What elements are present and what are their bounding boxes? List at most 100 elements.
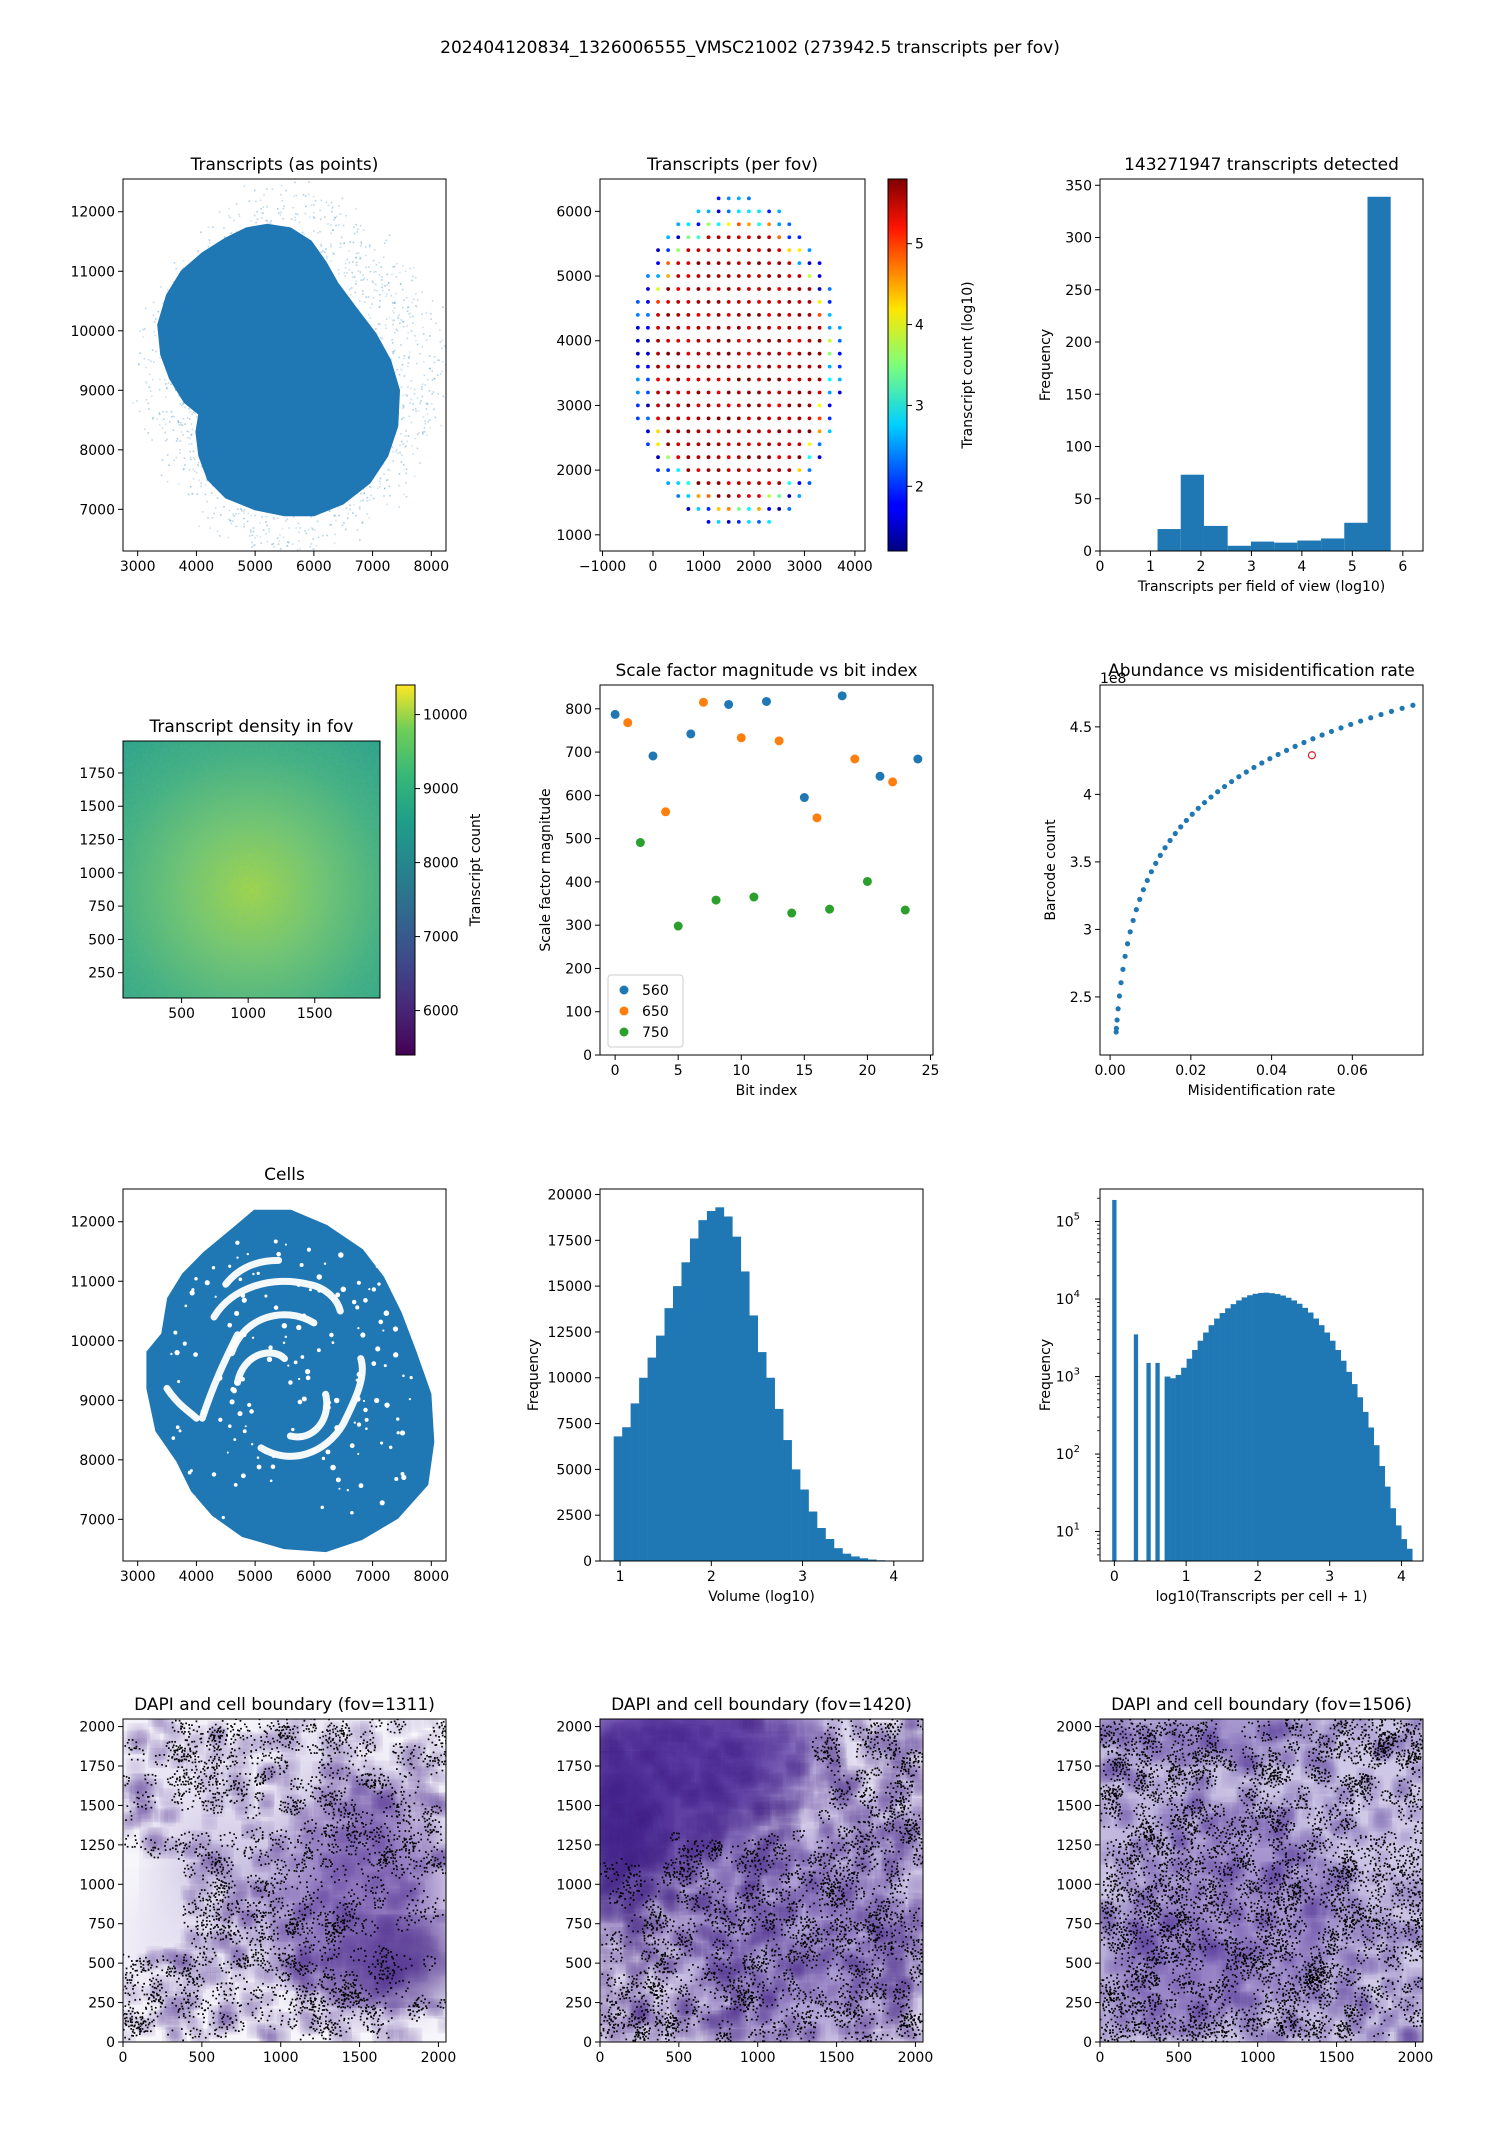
dapi-1311-cell-boundary-point xyxy=(414,1888,416,1890)
dapi-1311-cell-boundary-point xyxy=(180,1747,182,1749)
dapi-1311-cell-boundary-point xyxy=(159,1996,162,1998)
transcript-sparse-point xyxy=(389,494,391,497)
transcript-sparse-point xyxy=(148,408,150,410)
transcript-sparse-point xyxy=(294,219,297,221)
dapi-1311-cell-boundary-point xyxy=(410,1752,412,1755)
dapi-1311-cell-boundary-point xyxy=(292,1785,295,1788)
transcript-sparse-point xyxy=(190,434,193,436)
dapi-1311-nucleus xyxy=(370,2016,382,2028)
transcript-sparse-point xyxy=(178,483,180,486)
fov-point xyxy=(807,274,812,278)
transcript-sparse-point xyxy=(333,542,336,545)
dapi-1311-cell-boundary-point xyxy=(383,1859,385,1861)
cells-hole xyxy=(272,1455,275,1459)
dapi-1311-cell-boundary-point xyxy=(188,1724,190,1726)
dapi-1311-cell-boundary-point xyxy=(287,1927,290,1930)
dapi-1311-cell-boundary-point xyxy=(306,1831,309,1833)
dapi-1311-cell-boundary-point xyxy=(377,2036,379,2039)
dapi-1311-cell-boundary-point xyxy=(243,1793,246,1796)
dapi-1311-cell-boundary-point xyxy=(352,1824,354,1827)
dapi-1311-nucleus xyxy=(423,1841,435,1853)
dapi-1311-cell-boundary-point xyxy=(285,1878,287,1880)
transcript-sparse-point xyxy=(178,395,180,397)
dapi-1311-cell-boundary-point xyxy=(293,1960,296,1963)
transcript-sparse-point xyxy=(182,434,184,436)
dapi-1311-cell-boundary-point xyxy=(258,1939,261,1942)
fov-point xyxy=(787,261,792,266)
dapi-1311-cell-boundary-point xyxy=(430,1956,433,1958)
transcripts-per-cell-ytick-label: 105 xyxy=(1056,1212,1080,1231)
dapi-1311-cell-boundary-point xyxy=(311,1927,313,1929)
fov-point xyxy=(777,416,782,421)
transcript-sparse-point xyxy=(211,492,213,494)
dapi-1311-cell-boundary-point xyxy=(188,1876,191,1878)
dapi-1311-cell-boundary-point xyxy=(188,1760,190,1762)
transcript-sparse-point xyxy=(253,189,256,192)
dapi-1311-cell-boundary-point xyxy=(280,1873,283,1875)
fov-point xyxy=(757,442,761,447)
dapi-1311-cell-boundary-point xyxy=(203,1889,206,1891)
fov-point xyxy=(767,312,771,317)
cells-gap xyxy=(286,1390,331,1441)
dapi-1311-nucleus xyxy=(165,1808,179,1822)
fov-point xyxy=(635,403,640,408)
dapi-1311-cell-boundary-point xyxy=(183,1769,185,1772)
dapi-1311-cell-boundary-point xyxy=(349,2006,351,2009)
dapi-1311-cell-boundary-point xyxy=(214,1881,217,1884)
fov-point xyxy=(716,468,721,473)
dapi-1311-cell-boundary-point xyxy=(412,1850,415,1852)
fov-point xyxy=(736,416,741,421)
dapi-1311-cell-boundary-point xyxy=(339,1990,341,1993)
transcripts-per-fov-colorbar-tick-label: 2 xyxy=(915,479,924,495)
abundance-misid-ytick-label: 2.5 xyxy=(1070,990,1092,1006)
dapi-1311-cell-boundary-point xyxy=(185,1780,187,1783)
dapi-1311-cell-boundary-point xyxy=(306,1850,309,1853)
dapi-1311-cell-boundary-point xyxy=(380,1858,382,1860)
dapi-1311-cell-boundary-point xyxy=(316,1918,319,1921)
fov-point xyxy=(757,494,761,498)
transcript-sparse-point xyxy=(151,349,154,351)
transcript-sparse-point xyxy=(166,454,169,456)
transcript-sparse-point xyxy=(189,485,192,488)
dapi-1311-cell-boundary-point xyxy=(190,1956,192,1958)
cells-hole xyxy=(305,1369,311,1375)
transcript-sparse-point xyxy=(177,421,180,424)
transcript-sparse-point xyxy=(246,520,249,523)
dapi-1311-cell-boundary-point xyxy=(179,1778,181,1781)
transcript-sparse-point xyxy=(434,416,437,419)
dapi-1311-cell-boundary-point xyxy=(156,1961,159,1963)
dapi-1311-cell-boundary-point xyxy=(318,1767,320,1769)
dapi-1311-cell-boundary-point xyxy=(235,1975,237,1977)
transcripts-hist-bar xyxy=(1227,545,1251,551)
transcript-sparse-point xyxy=(386,318,388,320)
transcript-sparse-point xyxy=(304,530,307,532)
fov-point xyxy=(736,403,741,408)
transcript-sparse-point xyxy=(406,306,409,309)
dapi-1311-cell-boundary-point xyxy=(380,2024,383,2026)
fov-point xyxy=(666,287,671,291)
dapi-1311-cell-boundary-point xyxy=(183,1967,186,1969)
dapi-1311-cell-boundary-point xyxy=(402,1819,405,1822)
dapi-1311-cell-boundary-point xyxy=(262,1782,264,1785)
dapi-1311-cell-boundary-point xyxy=(361,1822,363,1824)
dapi-1311-cell-boundary-point xyxy=(311,1837,314,1840)
dapi-1311-cell-boundary-point xyxy=(260,1864,262,1866)
transcripts-per-cell-bar xyxy=(1395,1525,1402,1561)
transcript-sparse-point xyxy=(138,363,140,365)
dapi-1311-cell-boundary-point xyxy=(168,1755,170,1757)
transcript-sparse-point xyxy=(359,271,362,273)
fov-point xyxy=(787,287,792,291)
transcript-sparse-point xyxy=(405,472,408,475)
transcript-sparse-point xyxy=(296,548,299,551)
dapi-1311-cell-boundary-point xyxy=(278,1729,280,1732)
dapi-1311-cell-boundary-point xyxy=(390,1794,393,1797)
transcript-sparse-point xyxy=(416,433,419,436)
fov-point xyxy=(716,507,721,511)
transcripts-per-cell-xlabel: log10(Transcripts per cell + 1) xyxy=(1156,1589,1368,1605)
dapi-1311-cell-boundary-point xyxy=(218,1879,220,1881)
transcript-sparse-point xyxy=(348,268,351,271)
dapi-1311-nucleus xyxy=(236,1911,251,1926)
dapi-1311-cell-boundary-point xyxy=(392,1957,395,1960)
dapi-1311-cell-boundary-point xyxy=(305,1922,308,1925)
dapi-1311-cell-boundary-point xyxy=(314,2006,317,2008)
